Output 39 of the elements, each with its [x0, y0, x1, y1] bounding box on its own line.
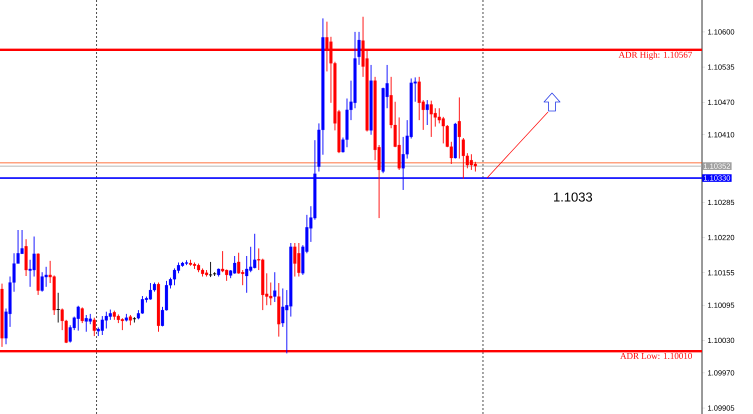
candlestick — [418, 76, 421, 121]
candlestick — [92, 317, 96, 337]
annotation: ADR High: 1.10567 — [618, 51, 692, 60]
candlestick — [100, 316, 104, 336]
candlestick — [104, 311, 108, 329]
candlestick — [112, 310, 116, 320]
candlestick — [148, 282, 152, 300]
candlestick — [269, 282, 272, 306]
candlestick — [24, 238, 28, 276]
candlestick — [442, 116, 445, 144]
candlestick — [56, 292, 60, 323]
candlestick — [470, 154, 473, 170]
candlestick — [293, 242, 296, 277]
candlestick — [88, 313, 92, 325]
candlestick — [32, 236, 36, 277]
candlestick — [225, 269, 228, 282]
annotation: 1.1033 — [554, 192, 592, 202]
candlestick — [208, 261, 213, 278]
candlestick — [221, 250, 224, 273]
candlestick — [80, 306, 84, 324]
candlestick — [434, 108, 437, 128]
candlestick — [398, 116, 401, 170]
candlestick — [249, 246, 252, 273]
candlestick — [84, 314, 88, 332]
candlestick — [245, 256, 248, 294]
candlestick — [44, 266, 48, 288]
candlestick — [426, 100, 429, 126]
candlestick — [297, 242, 300, 277]
candlestick — [281, 288, 284, 328]
candlestick — [253, 233, 256, 269]
candlestick — [128, 314, 132, 326]
candlestick — [458, 96, 461, 160]
annotation: ADR Low: 1.10010 — [620, 352, 692, 360]
candlestick — [233, 256, 236, 274]
candlestick — [438, 108, 441, 124]
candlestick — [120, 318, 124, 331]
candlestick — [76, 305, 80, 332]
candlestick — [430, 100, 433, 138]
candlestick — [273, 272, 276, 302]
